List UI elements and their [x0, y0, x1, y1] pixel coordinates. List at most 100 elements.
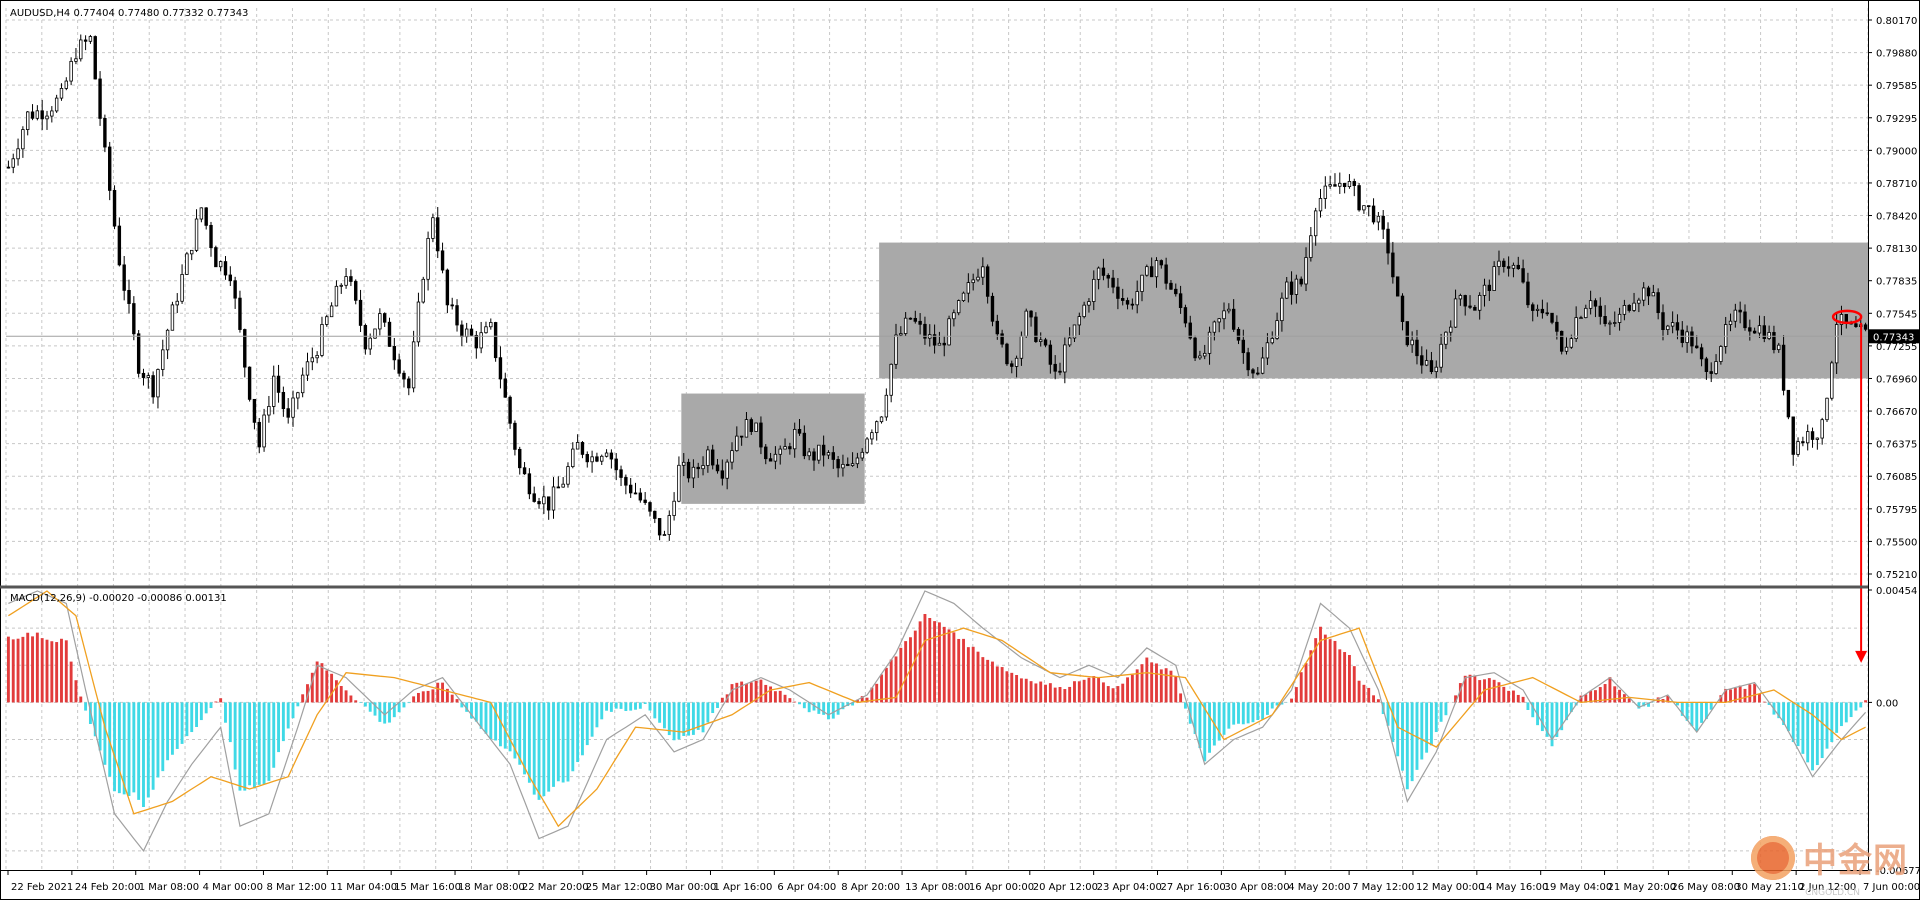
candle-body [1362, 205, 1366, 211]
candle-body [1014, 357, 1019, 367]
candle-body [985, 266, 990, 297]
price-tick-label: 0.78420 [1876, 212, 1917, 223]
time-tick-label: 14 May 16:00 [1480, 882, 1549, 893]
candle-body [247, 366, 252, 400]
candle-body [522, 467, 527, 475]
candle-body [1613, 322, 1617, 324]
candle-body [1786, 389, 1791, 418]
candle-body [1593, 300, 1598, 307]
candle-body [1762, 325, 1766, 339]
candle-body [1405, 321, 1410, 346]
candle-body [151, 375, 155, 398]
current-price-label: 0.77343 [1873, 332, 1914, 343]
price-tick-label: 0.78130 [1876, 244, 1917, 255]
candle-body [93, 36, 97, 80]
candle-body [26, 111, 30, 130]
time-tick-label: 1 Apr 16:00 [713, 882, 772, 893]
candle-body [402, 372, 406, 380]
candle-body [571, 448, 575, 468]
candle-body [363, 325, 368, 350]
candle-body [1231, 308, 1236, 330]
price-tick-label: 0.75795 [1876, 505, 1917, 516]
candle-body [11, 158, 15, 168]
candle-body [981, 266, 985, 278]
candle-body [1034, 316, 1038, 342]
watermark-logo: 中金网 [1751, 833, 1908, 882]
candle-body [1801, 441, 1805, 444]
price-tick-label: 0.75500 [1876, 537, 1917, 548]
candle-body [551, 486, 556, 511]
candle-body [1646, 287, 1651, 297]
candle-body [783, 446, 787, 450]
candle-body [773, 453, 778, 462]
candle-body [1082, 304, 1086, 317]
candle-body [1410, 339, 1414, 346]
candle-body [527, 473, 532, 495]
candle-body [1834, 324, 1839, 364]
candle-body [1622, 305, 1627, 315]
candle-body [879, 416, 884, 423]
candle-body [1477, 294, 1482, 311]
candle-body [1198, 355, 1202, 359]
candle-body [518, 448, 522, 469]
candle-body [961, 292, 966, 302]
candle-body [40, 110, 44, 120]
candle-body [185, 253, 189, 275]
candle-body [21, 129, 25, 150]
candle-body [1212, 321, 1217, 333]
candle-body [1275, 320, 1279, 339]
candle-body [1439, 343, 1443, 368]
logo-mark-icon [1751, 835, 1795, 880]
candle-body [1096, 267, 1101, 280]
candle-body [1699, 347, 1704, 360]
candle-body [1444, 331, 1448, 345]
candle-body [474, 334, 479, 349]
candle-body [542, 496, 546, 505]
candle-body [329, 305, 334, 318]
candle-body [416, 301, 421, 343]
signal-line [8, 590, 1866, 828]
candle-body [1487, 284, 1492, 291]
candle-body [653, 510, 657, 519]
candle-body [1217, 318, 1221, 323]
candle-body [1540, 308, 1545, 314]
time-tick-label: 30 May 21:10 [1735, 882, 1804, 893]
candle-body [1039, 339, 1043, 342]
candle-body [1391, 252, 1395, 278]
candle-body [614, 458, 618, 471]
candle-body [349, 276, 353, 282]
time-tick-label: 19 May 04:00 [1544, 882, 1613, 893]
candle-body [1449, 326, 1453, 333]
candle-body [1516, 264, 1520, 270]
candle-body [1019, 335, 1024, 359]
time-tick-label: 13 Apr 08:00 [905, 882, 970, 893]
candle-body [1796, 441, 1800, 455]
candle-body [450, 304, 454, 307]
candle-body [1714, 361, 1718, 374]
candle-body [315, 355, 319, 359]
candle-body [682, 461, 686, 466]
candle-body [1463, 295, 1467, 307]
candle-body [1092, 278, 1096, 302]
candle-body [484, 326, 488, 334]
candle-body [1453, 298, 1458, 328]
candle-body [715, 464, 720, 472]
candle-body [1690, 331, 1694, 347]
candle-body [1506, 266, 1511, 269]
candle-body [1043, 339, 1048, 346]
candle-body [778, 448, 782, 455]
candle-body [238, 297, 242, 330]
candle-body [923, 323, 927, 339]
macd-line [8, 590, 1867, 853]
time-tick-label: 12 May 00:00 [1416, 882, 1485, 893]
candle-body [276, 375, 281, 393]
macd-tick-label: 0.00454 [1876, 586, 1917, 597]
candle-body [214, 247, 218, 268]
candle-body [204, 207, 208, 226]
candle-body [667, 515, 671, 535]
candle-body [1661, 312, 1665, 331]
time-axis: 22 Feb 2021 24 Feb 20:001 Mar 08:00 4 Mar … [7, 870, 1920, 893]
candle-body [74, 58, 78, 62]
candle-body [1704, 358, 1709, 372]
